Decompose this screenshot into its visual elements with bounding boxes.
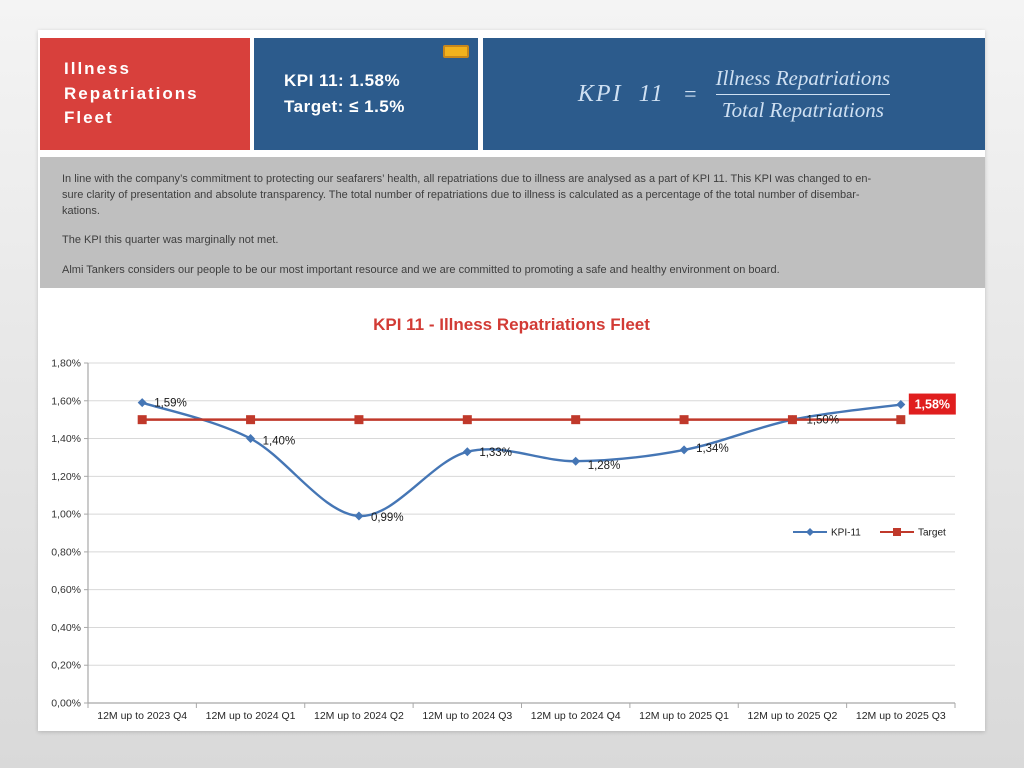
svg-text:KPI-11: KPI-11 xyxy=(831,528,861,539)
kpi-target-line: Target: ≤ 1.5% xyxy=(284,97,405,116)
svg-text:0,80%: 0,80% xyxy=(51,546,81,558)
svg-text:1,00%: 1,00% xyxy=(51,509,81,521)
kpi-value-line: KPI 11: 1.58% xyxy=(284,70,401,90)
svg-text:1,60%: 1,60% xyxy=(51,395,81,407)
svg-text:1,20%: 1,20% xyxy=(51,471,81,483)
fraction-bar-divider xyxy=(715,93,891,95)
svg-text:12M up to 2024 Q1: 12M up to 2024 Q1 xyxy=(206,710,296,722)
svg-text:1,34%: 1,34% xyxy=(696,443,729,455)
yellow-tag-icon xyxy=(443,45,469,58)
svg-text:0,20%: 0,20% xyxy=(51,660,81,672)
svg-text:12M up to 2025 Q3: 12M up to 2025 Q3 xyxy=(856,710,946,722)
formula-numerator: Illness Repatriations xyxy=(715,65,891,90)
chart-title: KPI 11 - Illness Repatriations Fleet xyxy=(373,315,650,334)
formula-lhs: KPI 11 xyxy=(577,80,665,107)
kpi11-data-labels: 1,59% 1,40% 0,99% 1,33% 1,28% 1,34% 1,50% xyxy=(154,398,839,524)
description-paragraph: In line with the company’s commitment to… xyxy=(62,173,872,218)
svg-text:12M up to 2024 Q3: 12M up to 2024 Q3 xyxy=(422,710,512,722)
svg-text:12M up to 2024 Q2: 12M up to 2024 Q2 xyxy=(314,710,404,722)
kpi-trend-chart: 0,00% 0,20% 0,40% 0,60% 0,80% 1,00% 1,20% 1,40%… xyxy=(51,358,956,722)
chart-axes xyxy=(84,362,956,708)
kpi-title: Illness Repatriations Fleet xyxy=(64,59,199,128)
svg-text:1,33%: 1,33% xyxy=(479,447,512,459)
svg-text:1,50%: 1,50% xyxy=(806,415,839,427)
kpi-formula-box: KPI 11 = Illness Repatriations Total Rep… xyxy=(483,38,985,150)
svg-text:12M up to 2025 Q2: 12M up to 2025 Q2 xyxy=(747,710,837,722)
description-paragraph: Almi Tankers considers our people to be … xyxy=(62,263,780,276)
svg-text:0,40%: 0,40% xyxy=(51,622,81,634)
svg-text:1,40%: 1,40% xyxy=(51,433,81,445)
kpi-title-box: Illness Repatriations Fleet xyxy=(40,38,250,150)
x-axis-labels: 12M up to 2023 Q4 12M up to 2024 Q1 12M up… xyxy=(97,710,946,722)
formula-denominator: Total Repatriations xyxy=(721,97,884,122)
highlighted-last-value: 1,58% xyxy=(908,393,956,415)
chart-legend: KPI-11 Target xyxy=(793,528,946,539)
svg-text:12M up to 2025 Q1: 12M up to 2025 Q1 xyxy=(639,710,729,722)
svg-text:Target: Target xyxy=(918,528,946,539)
formula-fraction: Illness Repatriations Total Repatriation… xyxy=(715,65,891,123)
svg-text:12M up to 2024 Q4: 12M up to 2024 Q4 xyxy=(531,710,621,722)
target-line-series xyxy=(137,415,906,425)
svg-text:0,60%: 0,60% xyxy=(51,584,81,596)
svg-text:12M up to 2023 Q4: 12M up to 2023 Q4 xyxy=(97,710,187,722)
svg-text:1,28%: 1,28% xyxy=(588,460,621,472)
chart-gridlines xyxy=(88,362,955,666)
svg-text:1,58%: 1,58% xyxy=(915,398,950,412)
svg-text:1,59%: 1,59% xyxy=(154,398,187,410)
y-axis-labels: 0,00% 0,20% 0,40% 0,60% 0,80% 1,00% 1,20% 1,40%… xyxy=(51,358,81,710)
kpi-summary-box: KPI 11: 1.58% Target: ≤ 1.5% xyxy=(254,38,478,150)
svg-text:0,00%: 0,00% xyxy=(51,698,81,710)
svg-text:0,99%: 0,99% xyxy=(371,512,404,524)
description-block: In line with the company’s commitment to… xyxy=(40,157,985,288)
svg-text:1,80%: 1,80% xyxy=(51,358,81,370)
description-paragraph: The KPI this quarter was marginally not … xyxy=(62,234,279,247)
formula-equals: = xyxy=(682,81,698,106)
svg-text:1,40%: 1,40% xyxy=(263,436,296,448)
report-card: Illness Repatriations Fleet KPI 11: 1.58… xyxy=(38,30,985,731)
